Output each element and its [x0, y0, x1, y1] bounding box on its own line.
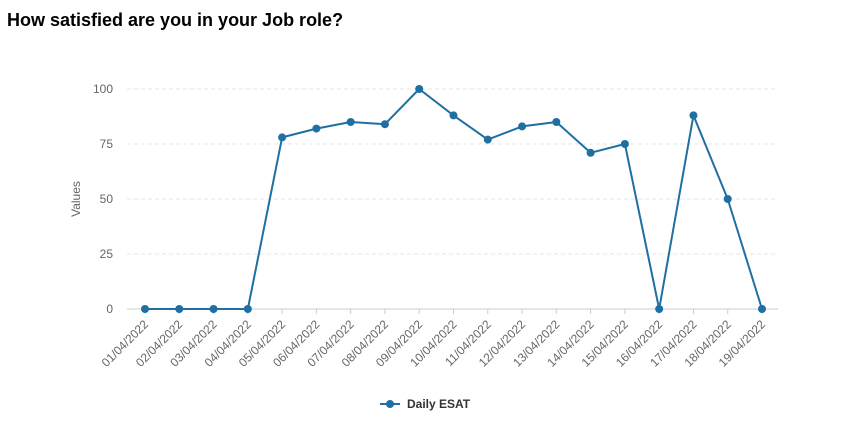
- data-point: [209, 305, 218, 313]
- legend[interactable]: Daily ESAT: [380, 397, 471, 411]
- grid-lines: [127, 88, 778, 310]
- legend-label: Daily ESAT: [407, 397, 471, 411]
- data-point: [552, 118, 561, 126]
- y-tick-label: 100: [93, 82, 113, 96]
- y-tick-label: 0: [106, 302, 113, 316]
- data-point: [483, 135, 492, 144]
- data-point: [243, 305, 252, 313]
- y-axis: 0 25 50 75 100 Values: [69, 82, 113, 316]
- data-point: [278, 133, 287, 142]
- data-point: [380, 120, 389, 129]
- data-point: [655, 305, 664, 313]
- page-title: How satisfied are you in your Job role?: [7, 10, 344, 30]
- y-tick-label: 25: [100, 247, 114, 261]
- data-point: [312, 124, 321, 133]
- data-point: [346, 118, 355, 126]
- data-point: [758, 305, 766, 313]
- series-layer: [141, 85, 766, 313]
- data-point: [723, 195, 732, 203]
- data-point: [518, 122, 527, 131]
- y-axis-label: Values: [69, 181, 83, 217]
- data-point: [449, 111, 458, 120]
- data-point: [689, 111, 698, 120]
- x-axis: 01/04/202202/04/202203/04/202204/04/2022…: [99, 309, 768, 370]
- data-point: [141, 305, 149, 313]
- y-tick-label: 50: [100, 192, 114, 206]
- y-tick-label: 75: [100, 137, 114, 151]
- data-point: [175, 305, 184, 313]
- data-point: [586, 148, 595, 157]
- data-point: [415, 85, 424, 93]
- data-point: [620, 140, 629, 148]
- legend-marker: [386, 400, 394, 408]
